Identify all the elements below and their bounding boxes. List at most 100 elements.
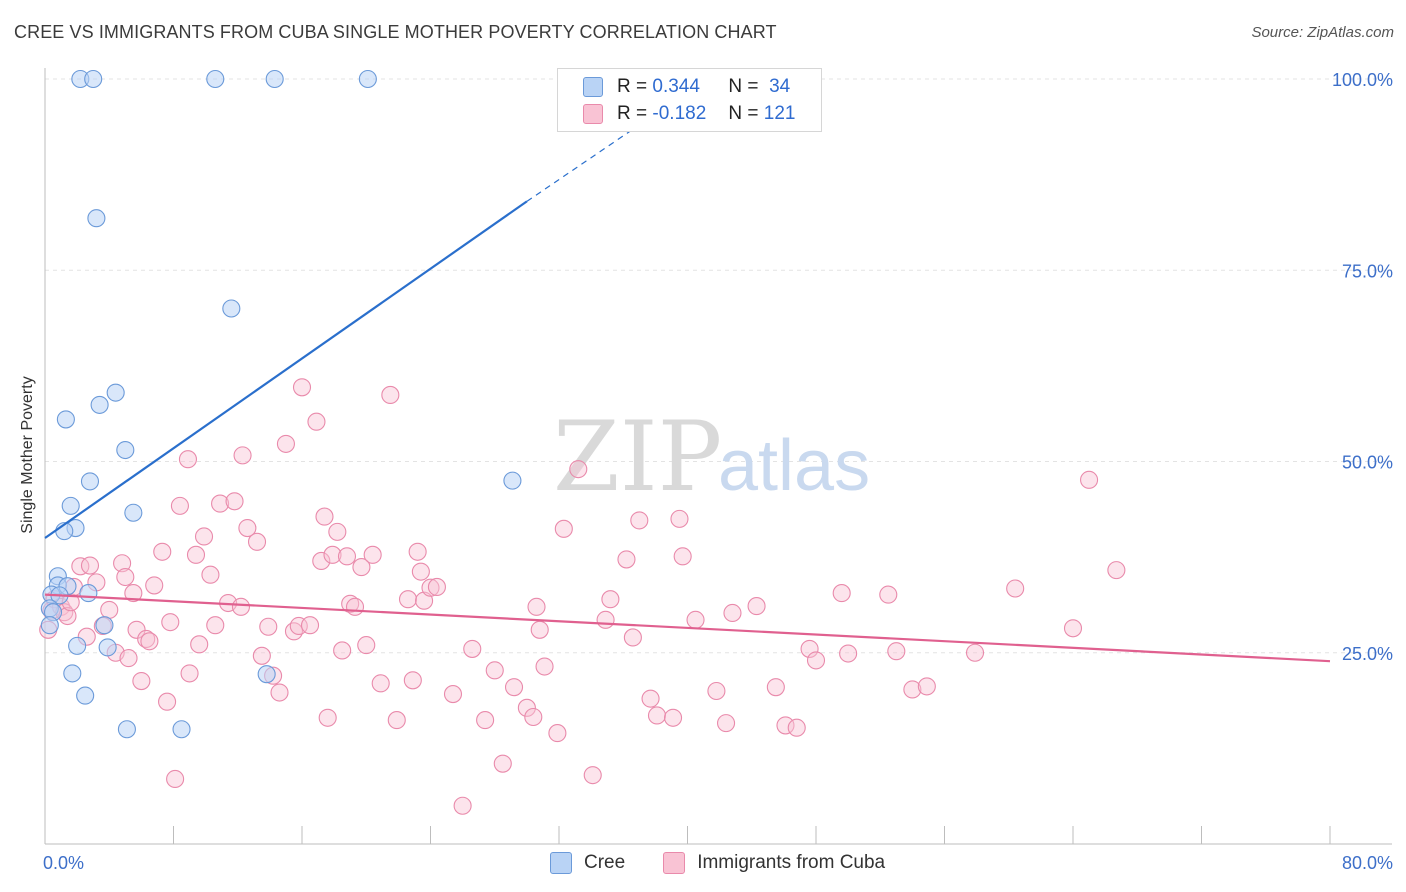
n-value: 121 (763, 103, 796, 124)
data-point-cuba (323, 545, 342, 564)
data-point-cuba (161, 613, 180, 632)
data-point-cuba (535, 657, 554, 676)
data-point-cree (98, 638, 117, 657)
data-point-cuba (259, 617, 278, 636)
legend-swatch-cree (583, 77, 603, 97)
series-legend: Cree Immigrants from Cuba (550, 852, 923, 874)
data-point-cuba (363, 545, 382, 564)
data-point-cuba (517, 698, 536, 717)
data-point-cuba (113, 554, 132, 573)
data-point-cuba (716, 714, 736, 733)
y-tick-label: 25.0% (1342, 644, 1393, 664)
data-point-cuba (119, 649, 138, 668)
data-point-cuba (583, 766, 602, 785)
data-point-cuba (166, 769, 185, 789)
data-point-cuba (132, 672, 151, 691)
x-tick-label: 0.0% (43, 853, 84, 873)
data-point-cuba (776, 716, 795, 735)
data-point-cree (79, 584, 98, 603)
data-point-cuba (333, 641, 352, 660)
data-point-cree (40, 616, 59, 635)
data-point-cree (76, 686, 95, 705)
data-point-cree (84, 69, 103, 89)
legend-swatch-cuba (583, 104, 603, 124)
data-point-cuba (137, 629, 156, 649)
data-point-cuba (670, 509, 689, 528)
data-point-cree (56, 410, 75, 429)
data-point-cuba (140, 632, 159, 651)
data-point-cuba (617, 550, 636, 569)
data-point-cuba (292, 378, 312, 397)
legend-item-cuba[interactable]: Immigrants from Cuba (663, 852, 885, 874)
data-point-cuba (647, 706, 667, 725)
data-point-cree (95, 616, 114, 635)
data-point-cuba (707, 681, 726, 701)
data-point-cuba (328, 522, 347, 541)
data-point-cuba (398, 590, 418, 609)
data-point-cuba (403, 671, 422, 690)
data-point-cuba (206, 616, 225, 635)
data-point-cuba (127, 620, 146, 639)
data-point-cree (358, 69, 377, 89)
data-point-cuba (411, 562, 430, 581)
trend-lines (44, 124, 1331, 663)
watermark-zip-text: ZIP (553, 401, 722, 513)
data-point-cuba (463, 639, 482, 658)
n-label: N = (728, 76, 759, 97)
data-point-cuba (427, 577, 446, 597)
legend-item-cree[interactable]: Cree (550, 852, 625, 874)
data-point-cuba (307, 412, 326, 431)
source-label: Source: ZipAtlas.com (1251, 24, 1394, 41)
r-value: -0.182 (652, 103, 707, 124)
data-point-cuba (231, 597, 251, 616)
data-point-cuba (100, 600, 119, 619)
data-point-cuba (233, 446, 252, 465)
data-point-cuba (238, 519, 257, 538)
data-point-cree (124, 503, 143, 522)
data-point-cuba (453, 796, 472, 815)
data-point-cuba (485, 661, 504, 680)
chart-title: CREE VS IMMIGRANTS FROM CUBA SINGLE MOTH… (14, 22, 777, 42)
data-point-cuba (530, 620, 549, 639)
data-point-cuba (554, 519, 573, 538)
data-point-cuba (381, 385, 400, 404)
legend-label-cree: Cree (584, 852, 626, 873)
data-point-cree (206, 69, 225, 89)
data-point-cree (265, 69, 284, 89)
data-point-cuba (315, 507, 334, 526)
legend-swatch-cuba (663, 852, 686, 874)
legend-row-cuba: R = -0.182 N = 121 (583, 102, 795, 126)
data-point-cuba (80, 556, 100, 575)
data-point-cree (63, 664, 82, 683)
data-point-cuba (1107, 561, 1126, 580)
data-point-cuba (766, 678, 785, 697)
data-point-cuba (443, 685, 463, 704)
data-point-cuba (225, 492, 244, 511)
data-point-cuba (1063, 619, 1083, 638)
data-point-cree (61, 496, 80, 515)
data-point-cuba (673, 547, 692, 566)
n-label: N = (728, 103, 759, 124)
data-point-cuba (839, 644, 858, 663)
data-point-cuba (276, 434, 295, 453)
data-point-cuba (1006, 579, 1025, 598)
legend-row-cree: R = 0.344 N = 34 (583, 75, 790, 99)
data-point-cuba (247, 532, 267, 551)
data-point-cuba (345, 597, 365, 616)
r-label: R = (617, 76, 648, 97)
data-point-cuba (832, 584, 851, 603)
y-tick-label: 100.0% (1332, 70, 1393, 90)
data-point-cuba (747, 597, 766, 616)
data-point-cuba (124, 584, 143, 603)
data-point-cuba (787, 718, 806, 737)
data-point-cuba (201, 565, 220, 584)
data-point-cuba (524, 707, 543, 727)
data-point-cuba (186, 545, 206, 564)
data-point-cuba (116, 567, 135, 587)
data-point-cuba (686, 610, 705, 629)
data-point-cuba (387, 711, 406, 730)
data-point-cuba (596, 610, 615, 629)
data-point-cuba (630, 511, 649, 530)
data-point-cuba (170, 496, 189, 515)
gridlines (45, 78, 1392, 654)
